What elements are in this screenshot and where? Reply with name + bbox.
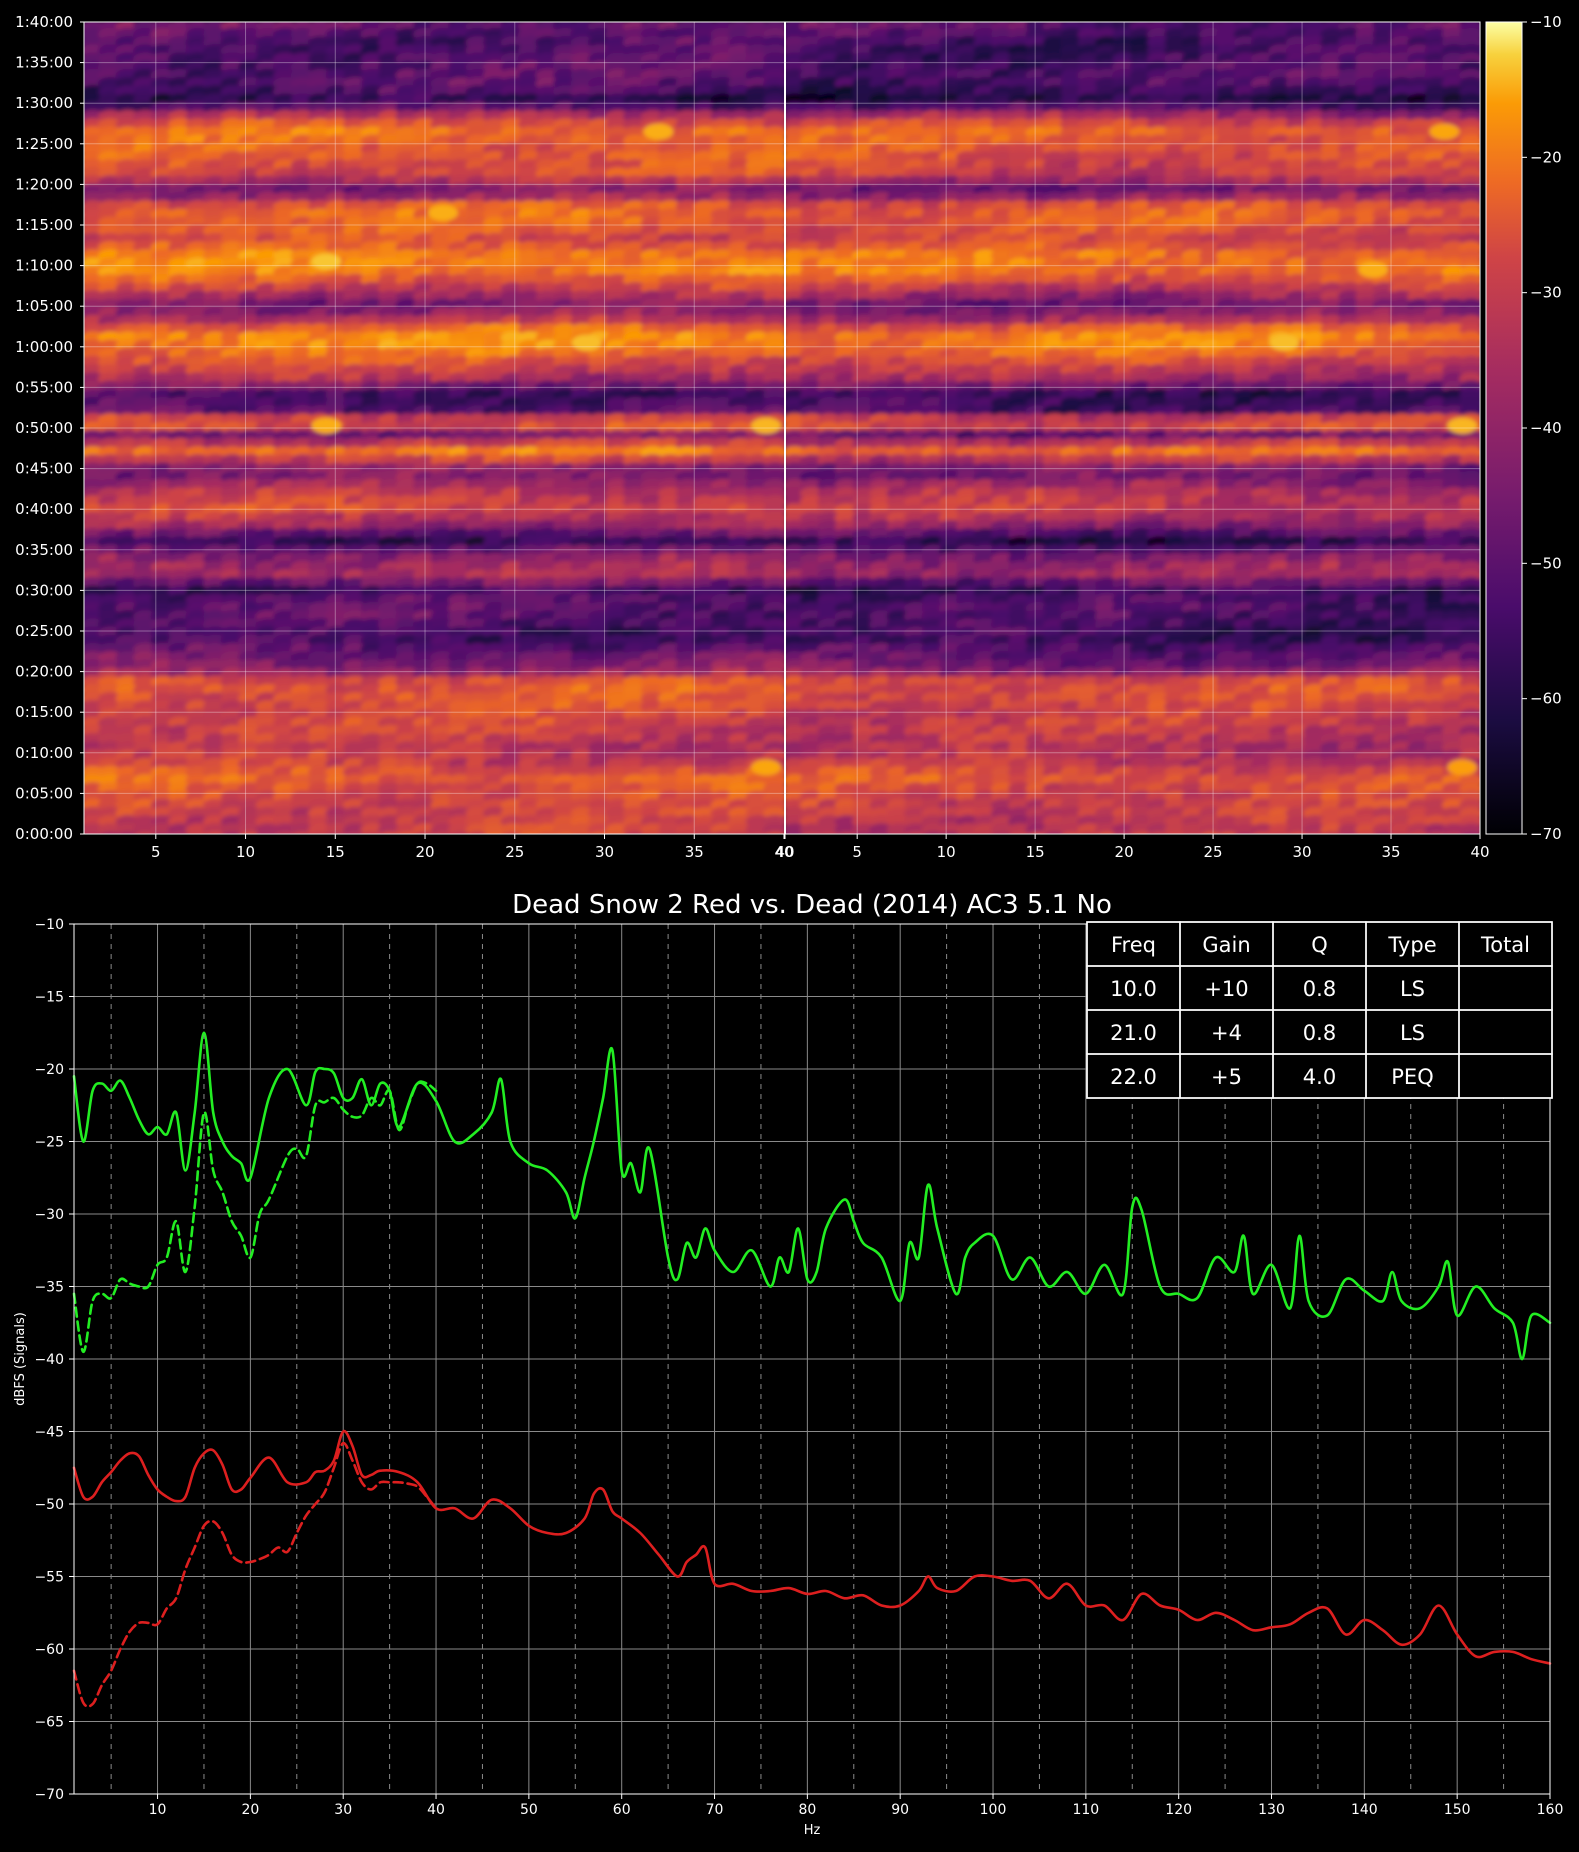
heatmap-hot-spot: [751, 759, 782, 776]
heatmap-hot-spot: [428, 204, 458, 221]
heatmap-hot-spot: [571, 334, 602, 351]
spectrogram-panel-left: [84, 22, 784, 834]
spectrogram-heatmap: 0:00:000:05:000:10:000:15:000:20:000:25:…: [15, 13, 1561, 861]
heatmap-hot-spot: [311, 253, 342, 270]
spectrogram-panel-right: [786, 22, 1480, 834]
heatmap-hot-spot: [643, 123, 674, 140]
heatmap-hot-spot: [311, 417, 342, 434]
heatmap-hot-spot: [751, 417, 782, 434]
